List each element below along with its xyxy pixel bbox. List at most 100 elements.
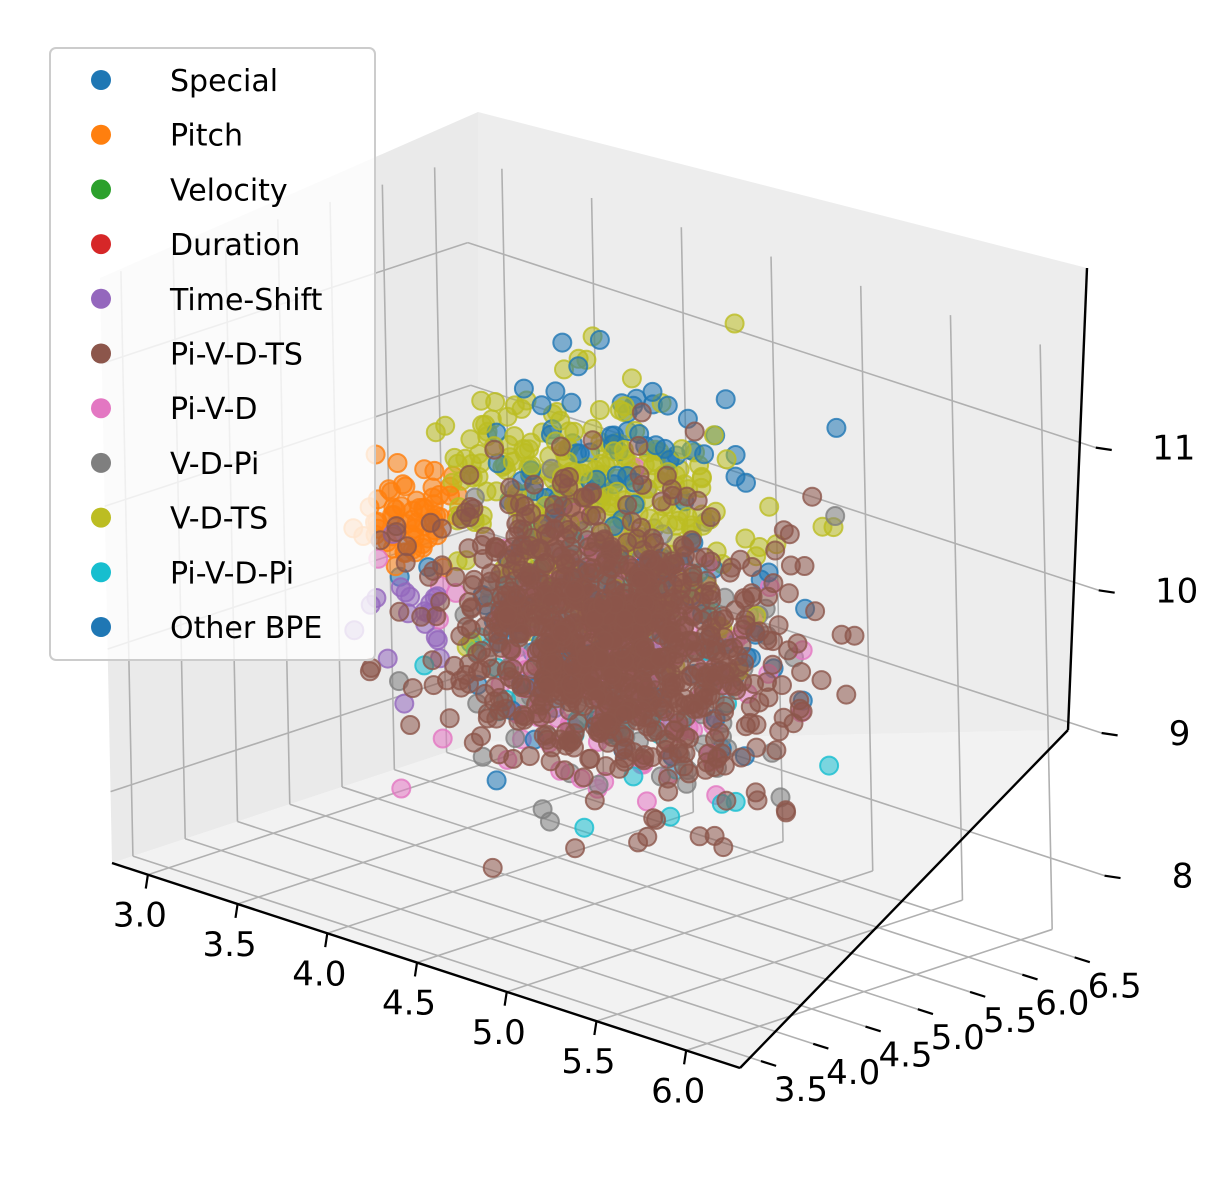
legend-marker: [91, 288, 111, 309]
grid-line-y: [289, 803, 919, 1010]
data-point: [632, 606, 653, 627]
tick-mark: [324, 933, 329, 948]
data-point: [658, 768, 678, 789]
data-point: [533, 725, 554, 746]
floor-pane: [112, 730, 1068, 1068]
data-point: [521, 455, 542, 476]
data-point: [642, 528, 663, 549]
data-point: [471, 726, 491, 747]
data-point: [639, 549, 659, 570]
grid-line-y: [446, 751, 1075, 959]
data-point: [573, 767, 594, 788]
data-point: [675, 545, 695, 566]
data-point: [486, 770, 507, 791]
data-point: [425, 422, 446, 443]
data-point: [694, 584, 714, 605]
data-point: [704, 729, 725, 750]
legend-marker: [91, 124, 111, 145]
grid-line-x: [147, 752, 515, 876]
x-tick-label: 5.5: [561, 1042, 615, 1082]
x-axis-line: [111, 861, 741, 1070]
data-point: [439, 708, 460, 729]
data-point: [459, 464, 480, 485]
grid-line-x: [685, 928, 1053, 1052]
data-point: [578, 537, 599, 558]
data-point: [715, 696, 735, 716]
data-point: [791, 662, 812, 682]
data-point: [649, 647, 670, 668]
x-tick-label: 5.0: [472, 1013, 526, 1053]
legend-label: Pi-V-D-Pi: [170, 556, 294, 591]
data-point: [657, 395, 678, 416]
data-point: [703, 425, 724, 446]
data-point: [607, 481, 627, 502]
tick-mark: [503, 991, 508, 1006]
data-point: [768, 615, 789, 636]
data-point: [422, 477, 443, 498]
data-point: [733, 588, 754, 609]
data-point: [665, 673, 686, 694]
data-point: [580, 484, 601, 505]
data-point: [550, 436, 571, 457]
data-point: [763, 573, 784, 594]
data-point: [557, 730, 578, 751]
data-point: [582, 430, 603, 451]
data-point: [724, 313, 745, 334]
data-point: [482, 857, 503, 878]
data-point: [662, 485, 683, 506]
data-point: [614, 396, 635, 417]
data-point: [632, 474, 653, 495]
data-point: [736, 472, 756, 493]
data-point: [542, 653, 563, 674]
data-point: [697, 752, 718, 773]
data-point: [614, 726, 635, 747]
data-point: [592, 594, 613, 615]
data-point: [617, 495, 638, 515]
legend-label: Pitch: [170, 119, 243, 154]
grid-line-x: [1039, 344, 1053, 930]
y-tick-label: 6.0: [1035, 984, 1089, 1024]
data-point: [395, 552, 416, 573]
tick-mark: [917, 1008, 934, 1016]
data-point: [402, 678, 423, 699]
axis-lines: [111, 267, 1089, 1070]
tick-mark: [760, 1060, 777, 1067]
x-tick-label: 3.0: [113, 896, 167, 936]
legend-box: [49, 47, 376, 661]
grid-line-x: [596, 899, 963, 1022]
data-point: [715, 389, 736, 410]
grid-line-x: [416, 840, 784, 964]
y-axis-line: [739, 729, 1069, 1069]
legend-label: Velocity: [170, 173, 288, 208]
data-point: [545, 381, 566, 402]
legend-marker: [91, 452, 111, 473]
legend-label: Time-Shift: [169, 283, 323, 318]
grid-line-x: [859, 285, 874, 871]
legend-marker: [91, 617, 111, 637]
data-point: [584, 790, 605, 811]
data-point: [697, 685, 718, 706]
data-point: [504, 426, 525, 447]
data-point: [395, 582, 416, 603]
data-point: [430, 591, 451, 612]
grid-line-y: [184, 838, 814, 1045]
data-point: [735, 528, 756, 549]
data-point: [714, 627, 735, 648]
data-point: [792, 701, 813, 722]
data-point: [678, 763, 699, 784]
data-point: [762, 654, 783, 675]
data-point: [667, 630, 688, 651]
data-point: [537, 675, 558, 696]
data-point: [532, 799, 553, 820]
data-point: [681, 605, 702, 626]
data-point: [497, 406, 518, 427]
tick-mark: [593, 1020, 598, 1036]
grid-line-x: [506, 870, 873, 993]
data-point: [551, 623, 572, 644]
data-point: [740, 712, 760, 733]
data-point: [558, 477, 579, 498]
y-tick-label: 5.5: [983, 1001, 1037, 1041]
legend-label: Other BPE: [170, 611, 322, 646]
data-point: [765, 540, 786, 561]
data-point: [531, 395, 552, 416]
